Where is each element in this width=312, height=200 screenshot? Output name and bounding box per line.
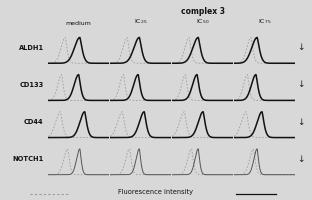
Text: ALDH1: ALDH1 (18, 45, 44, 51)
Text: CD133: CD133 (19, 82, 44, 88)
Text: medium: medium (66, 21, 92, 26)
Text: complex 3: complex 3 (181, 7, 225, 16)
Text: NOTCH1: NOTCH1 (12, 156, 44, 162)
Text: ↓: ↓ (297, 43, 305, 52)
Text: IC$_{50}$: IC$_{50}$ (196, 17, 209, 26)
Text: Fluorescence intensity: Fluorescence intensity (119, 189, 193, 195)
Text: ↓: ↓ (297, 118, 305, 127)
Text: ↓: ↓ (297, 155, 305, 164)
Text: ↓: ↓ (297, 80, 305, 89)
Text: IC$_{75}$: IC$_{75}$ (258, 17, 271, 26)
Text: IC$_{25}$: IC$_{25}$ (134, 17, 147, 26)
Text: CD44: CD44 (24, 119, 44, 125)
